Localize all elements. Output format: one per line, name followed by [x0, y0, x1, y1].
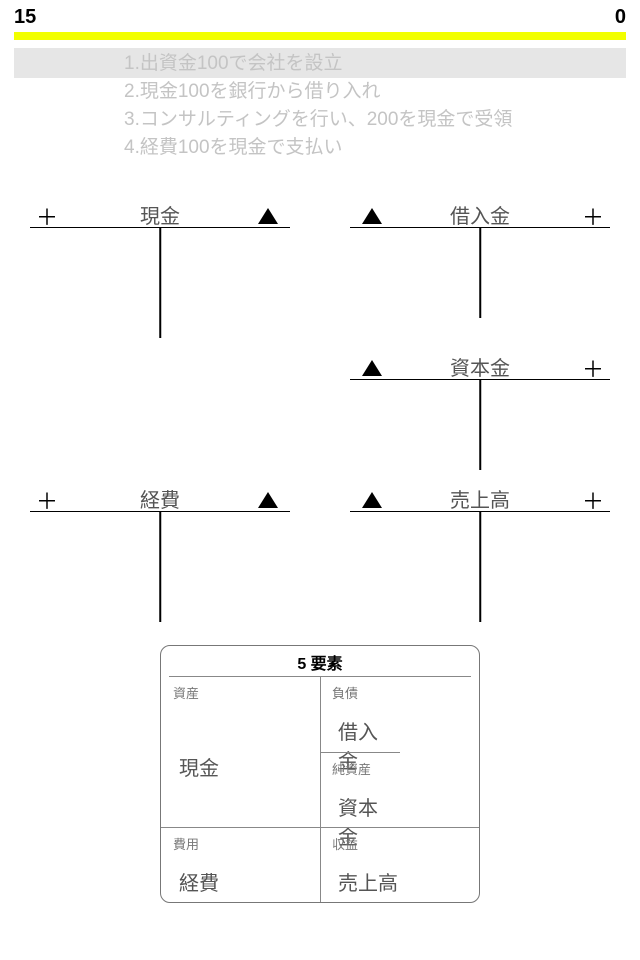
t-account: 資本金＋ [350, 350, 610, 482]
t-account-header: 借入金＋ [350, 198, 610, 228]
t-accounts-area: 現金＋借入金＋資本金＋経費＋売上高＋ [30, 198, 610, 634]
label-expense-small: 費用 [173, 834, 310, 853]
t-account-stem [479, 512, 481, 622]
t-account-row: 資本金＋ [30, 350, 610, 482]
t-account: 現金＋ [30, 198, 290, 350]
t-account-title: 経費 [30, 484, 290, 513]
triangle-icon [362, 360, 382, 376]
label-equity-small: 純資産 [332, 759, 390, 778]
t-account-header: 売上高＋ [350, 482, 610, 512]
cell-expense: 費用 経費 [161, 827, 320, 902]
label-revenue-small: 収益 [332, 834, 469, 853]
progress-bar [14, 32, 626, 40]
transaction-list: 1.出資金100で会社を設立2.現金100を銀行から借り入れ3.コンサルティング… [124, 50, 600, 162]
transaction-item: 2.現金100を銀行から借り入れ [124, 78, 600, 106]
score-left: 15 [14, 6, 36, 29]
five-elements-box: 5 要素 資産 現金 負債 借入金 純資産 資本金 費用 [160, 645, 480, 903]
label-liab-small: 負債 [332, 683, 390, 702]
transaction-item: 1.出資金100で会社を設立 [124, 50, 600, 78]
cell-assets: 資産 現金 [161, 677, 320, 827]
cell-liabilities: 負債 借入金 [320, 677, 400, 752]
plus-icon: ＋ [36, 484, 58, 516]
plus-icon: ＋ [582, 200, 604, 232]
cell-revenue: 収益 売上高 [320, 827, 479, 902]
triangle-icon [258, 208, 278, 224]
t-account-title: 資本金 [350, 352, 610, 381]
t-account-stem [479, 228, 481, 318]
label-assets-small: 資産 [173, 683, 310, 702]
t-account-row: 経費＋売上高＋ [30, 482, 610, 634]
t-account-stem [479, 380, 481, 470]
t-account: 借入金＋ [350, 198, 610, 350]
triangle-icon [362, 492, 382, 508]
t-account-header: 経費＋ [30, 482, 290, 512]
t-account: 経費＋ [30, 482, 290, 634]
plus-icon: ＋ [36, 200, 58, 232]
t-account-stem [159, 512, 161, 622]
plus-icon: ＋ [582, 484, 604, 516]
cell-equity: 純資産 資本金 [320, 752, 400, 827]
score-row: 15 0 [14, 6, 626, 29]
t-account-header: 資本金＋ [350, 350, 610, 380]
t-account-title: 売上高 [350, 484, 610, 513]
triangle-icon [258, 492, 278, 508]
label-revenue-big: 売上高 [338, 867, 469, 896]
label-assets-big: 現金 [179, 752, 310, 781]
t-account-header: 現金＋ [30, 198, 290, 228]
label-expense-big: 経費 [179, 867, 310, 896]
plus-icon: ＋ [582, 352, 604, 384]
transaction-item: 4.経費100を現金で支払い [124, 134, 600, 162]
progress-fill [14, 32, 626, 40]
t-account-row: 現金＋借入金＋ [30, 198, 610, 350]
five-elements-title: 5 要素 [161, 646, 479, 676]
t-account-title: 現金 [30, 200, 290, 229]
score-right: 0 [615, 6, 626, 29]
triangle-icon [362, 208, 382, 224]
t-account-stem [159, 228, 161, 338]
transaction-item: 3.コンサルティングを行い、200を現金で受領 [124, 106, 600, 134]
t-account-title: 借入金 [350, 200, 610, 229]
five-elements-grid: 資産 現金 負債 借入金 純資産 資本金 費用 経費 収益 売 [161, 677, 479, 902]
t-account: 売上高＋ [350, 482, 610, 634]
